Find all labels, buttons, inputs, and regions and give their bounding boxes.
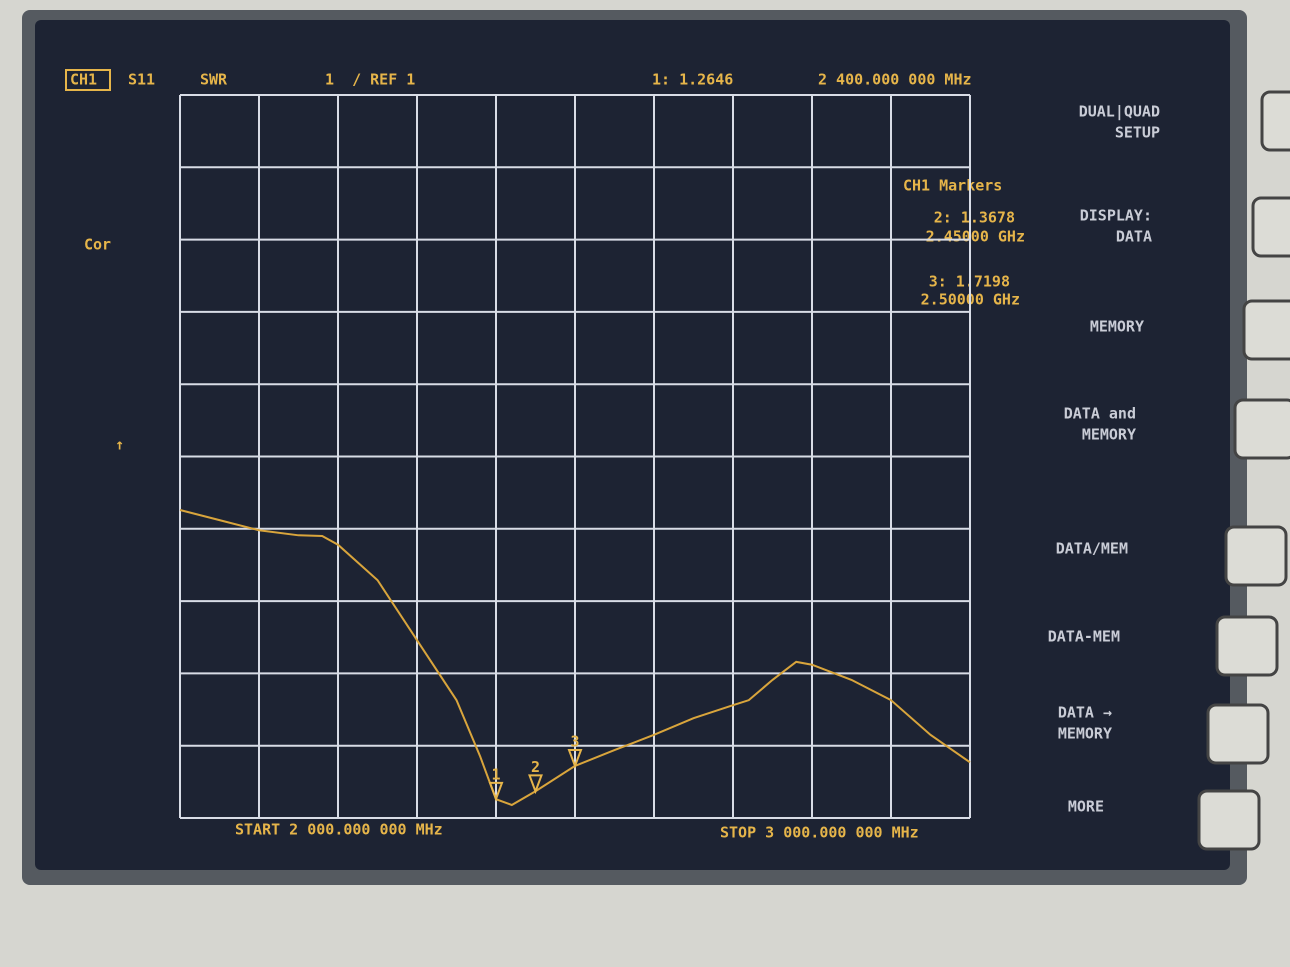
softkey-button[interactable] (1253, 198, 1290, 256)
stop-frequency: STOP 3 000.000 000 MHz (720, 824, 919, 842)
channel: CH1 (70, 71, 97, 89)
start-frequency: START 2 000.000 000 MHz (235, 821, 443, 839)
marker-frequency: 2 400.000 000 MHz (818, 71, 972, 89)
marker-label: 2 (531, 758, 540, 776)
softkey-label: MEMORY (1082, 426, 1136, 444)
softkey-label: DATA and (1064, 405, 1136, 423)
marker-label: 3 (570, 732, 579, 750)
parameter: S11 (128, 71, 155, 89)
correction-status: Cor (84, 236, 111, 254)
softkey-button[interactable] (1208, 705, 1268, 763)
softkey-button[interactable] (1226, 527, 1286, 585)
softkey-label: DATA (1116, 228, 1152, 246)
softkey-label: DISPLAY: (1080, 207, 1152, 225)
softkey-label: DATA/MEM (1056, 540, 1128, 558)
softkey-button[interactable] (1199, 791, 1259, 849)
softkey-label: MORE (1068, 798, 1104, 816)
softkey-label: SETUP (1115, 124, 1160, 142)
marker-table-title: CH1 Markers (903, 177, 1002, 195)
softkey-label: MEMORY (1058, 725, 1112, 743)
marker-label: 1 (491, 765, 500, 783)
scale: 1 / REF 1 (325, 71, 415, 89)
softkey-label: MEMORY (1090, 318, 1144, 336)
softkey-button[interactable] (1244, 301, 1290, 359)
reference-arrow: ↑ (115, 436, 124, 454)
marker-readout: 1: 1.2646 (652, 71, 733, 89)
softkey-label: DATA-MEM (1048, 628, 1120, 646)
softkey-label: DUAL|QUAD (1079, 103, 1160, 122)
softkey-label: DATA → (1058, 704, 1112, 722)
marker-value: 2: 1.3678 (934, 209, 1015, 227)
softkey-button[interactable] (1262, 92, 1290, 150)
softkey-button[interactable] (1217, 617, 1277, 675)
format: SWR (200, 71, 228, 89)
analyzer-photo: CH1 S11 SWR 1 / REF 1 1: 1.2646 2 400.00… (0, 0, 1290, 967)
marker-freq: 2.45000 GHz (926, 228, 1025, 246)
page: {"header": {"channel": "CH1", "param": "… (0, 0, 1290, 967)
softkey-button[interactable] (1235, 400, 1290, 458)
